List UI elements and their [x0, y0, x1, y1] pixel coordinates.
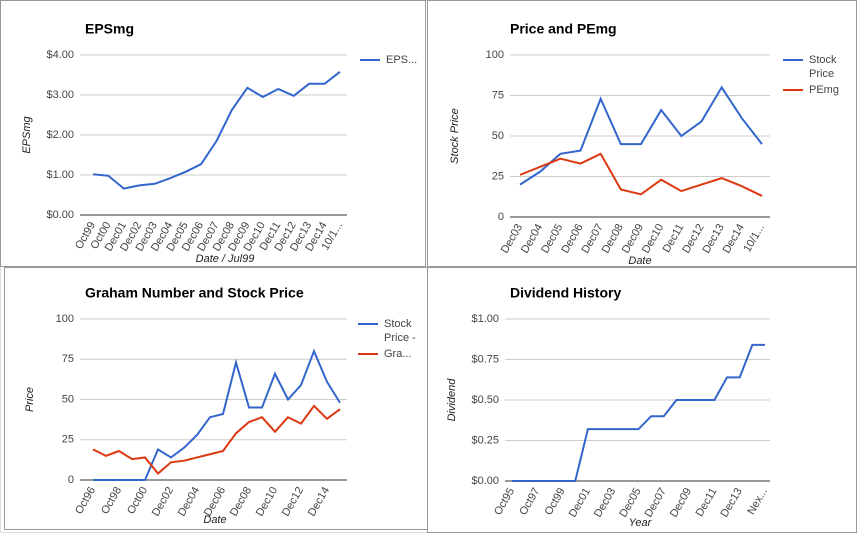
line: [92, 71, 341, 190]
x-axis-title: Year: [629, 517, 653, 529]
legend-label: EPS...: [386, 54, 417, 66]
line: [93, 348, 341, 481]
y-tick-label: 75: [492, 89, 504, 101]
y-tick-label: 25: [492, 170, 504, 182]
y-tick-label: $0.00: [471, 475, 499, 487]
legend-label: PEmg: [809, 84, 839, 96]
legend-label: Gra...: [384, 348, 412, 360]
x-axis-title: Date: [628, 255, 651, 267]
y-tick-label: $0.25: [471, 434, 499, 446]
x-axis-title: Date / Jul99: [196, 253, 255, 265]
x-axis-title: Date: [203, 514, 226, 526]
y-tick-label: $2.00: [46, 129, 74, 141]
line: [519, 152, 763, 197]
y-axis-title: EPSmg: [21, 115, 33, 153]
y-tick-label: $0.75: [471, 353, 499, 365]
y-tick-label: 75: [62, 353, 74, 365]
y-tick-label: $0.50: [471, 394, 499, 406]
y-tick-label: 25: [62, 434, 74, 446]
legend-label: Stock Price -: [384, 318, 416, 344]
chart-title: EPSmg: [85, 21, 134, 37]
y-tick-label: $1.00: [46, 169, 74, 181]
y-tick-label: $4.00: [46, 49, 74, 61]
y-tick-label: 50: [492, 130, 504, 142]
y-tick-label: 50: [62, 393, 74, 405]
y-tick-label: 0: [68, 474, 74, 486]
chart-title: Graham Number and Stock Price: [85, 285, 304, 301]
y-tick-label: $1.00: [471, 313, 499, 325]
y-tick-label: $3.00: [46, 89, 74, 101]
y-axis-title: Price: [24, 387, 36, 412]
line: [92, 404, 341, 475]
y-axis-title: Dividend: [446, 378, 458, 422]
chart-title: Dividend History: [510, 285, 621, 301]
legend-label: Stock Price: [809, 54, 837, 80]
y-tick-label: 100: [486, 49, 504, 61]
line: [519, 85, 763, 186]
chart-title: Price and PEmg: [510, 21, 617, 37]
panel: [0, 0, 426, 267]
y-tick-label: 0: [498, 211, 504, 223]
line: [512, 343, 765, 482]
y-axis-title: Stock Price: [449, 108, 461, 164]
y-tick-label: 100: [56, 313, 74, 325]
y-tick-label: $0.00: [46, 209, 74, 221]
